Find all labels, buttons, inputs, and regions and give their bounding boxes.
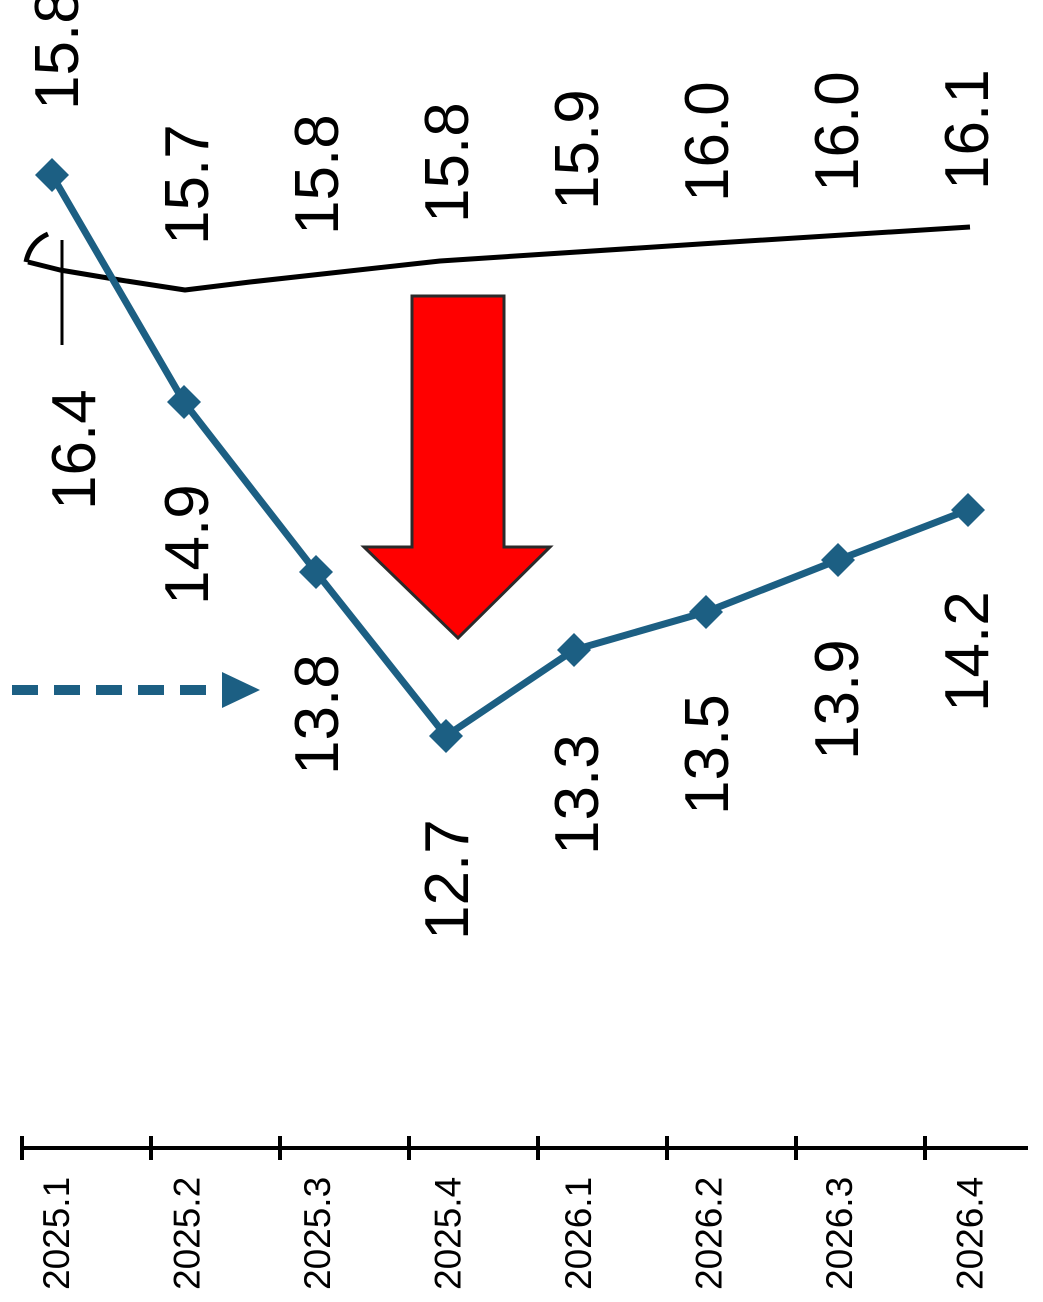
data-label-main: 16.4 bbox=[40, 389, 109, 510]
series-marker bbox=[35, 158, 69, 192]
red-block-arrow bbox=[360, 294, 554, 641]
data-label-reference: 15.7 bbox=[153, 124, 222, 245]
tick-label: 2025.2 bbox=[167, 1177, 208, 1290]
data-label-reference: 15.9 bbox=[543, 89, 612, 210]
data-label-main: 13.9 bbox=[803, 639, 872, 760]
series-marker bbox=[557, 633, 591, 667]
tick-label: 2025.3 bbox=[297, 1177, 338, 1290]
dashed-arrow-head bbox=[222, 672, 260, 708]
series-group bbox=[23, 158, 985, 753]
data-label-reference: 15.8 bbox=[23, 0, 92, 110]
data-label-main: 14.9 bbox=[153, 484, 222, 605]
series-line-reference-start bbox=[23, 231, 50, 263]
tick-label: 2025.4 bbox=[428, 1177, 469, 1290]
series-line-main bbox=[48, 173, 970, 740]
series-line-reference bbox=[27, 224, 971, 293]
tick-label: 2025.1 bbox=[36, 1177, 77, 1290]
tick-label: 2026.3 bbox=[819, 1177, 860, 1290]
data-labels: 15.8 15.7 15.8 15.8 15.9 16.0 16.0 16.1 16.4 14.9… bbox=[23, 0, 1002, 940]
data-label-reference: 16.0 bbox=[803, 71, 872, 192]
series-marker bbox=[429, 719, 463, 753]
data-label-reference: 15.8 bbox=[283, 114, 352, 235]
data-label-reference: 16.1 bbox=[933, 69, 1002, 190]
data-label-reference: 16.0 bbox=[673, 81, 742, 202]
series-marker bbox=[299, 555, 333, 589]
data-label-main: 13.3 bbox=[543, 734, 612, 855]
tick-label: 2026.1 bbox=[558, 1177, 599, 1290]
data-label-main: 13.5 bbox=[673, 694, 742, 815]
tick-label: 2026.2 bbox=[689, 1177, 730, 1290]
data-label-main: 12.7 bbox=[413, 819, 482, 940]
series-marker bbox=[167, 385, 201, 419]
category-axis: 2025.1 2025.2 2025.3 2025.4 2026.1 2026.2 2026… bbox=[20, 1136, 1028, 1290]
series-marker bbox=[689, 595, 723, 629]
data-label-main: 14.2 bbox=[933, 591, 1002, 712]
series-marker bbox=[821, 543, 855, 577]
tick-label: 2026.4 bbox=[950, 1177, 991, 1290]
series-marker bbox=[951, 493, 985, 527]
data-label-reference: 15.8 bbox=[413, 102, 482, 223]
data-label-main: 13.8 bbox=[283, 654, 352, 775]
annotation-group bbox=[12, 294, 554, 708]
